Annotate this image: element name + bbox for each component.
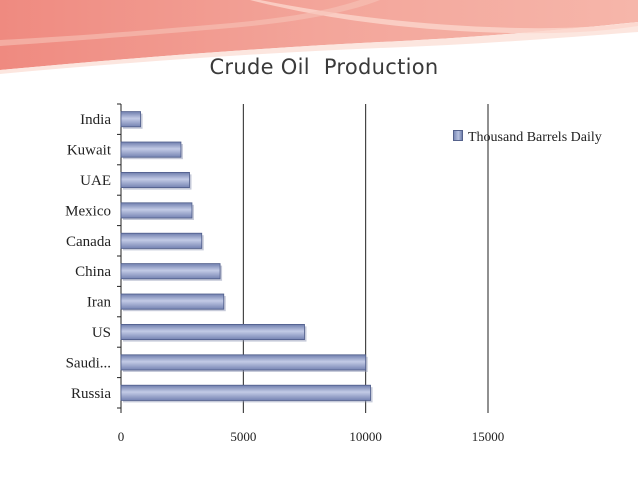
bar bbox=[120, 263, 221, 280]
bar bbox=[120, 111, 141, 128]
category-label: Iran bbox=[87, 295, 112, 311]
category-label: India bbox=[80, 112, 111, 128]
category-label: Kuwait bbox=[67, 143, 112, 159]
legend-label: Thousand Barrels Daily bbox=[468, 130, 602, 145]
bar bbox=[120, 202, 193, 219]
x-tick-label: 15000 bbox=[472, 429, 505, 444]
x-tick-label: 10000 bbox=[349, 429, 382, 444]
bar bbox=[120, 141, 182, 158]
bar bbox=[120, 232, 203, 249]
bar bbox=[120, 293, 225, 310]
header-banner bbox=[0, 0, 638, 74]
category-label: Russia bbox=[71, 386, 111, 402]
x-tick-label: 0 bbox=[118, 429, 125, 444]
category-label: Canada bbox=[66, 234, 111, 250]
legend-swatch bbox=[453, 130, 463, 141]
bar bbox=[120, 384, 371, 401]
legend: Thousand Barrels Daily bbox=[453, 130, 602, 146]
x-tick-label: 5000 bbox=[230, 429, 256, 444]
category-label: US bbox=[92, 325, 111, 341]
category-label: UAE bbox=[80, 173, 111, 189]
category-label: China bbox=[75, 264, 111, 280]
category-label: Mexico bbox=[65, 203, 111, 219]
bar bbox=[120, 171, 190, 188]
category-labels: India Kuwait UAE Mexico Canada China Iran US Sau… bbox=[65, 112, 112, 402]
bar bbox=[120, 323, 305, 340]
category-label: Saudi... bbox=[66, 355, 111, 371]
chart-title: Crude Oil Production bbox=[209, 55, 439, 79]
x-tick-labels: 0 5000 10000 15000 bbox=[118, 429, 505, 444]
bars bbox=[120, 111, 373, 403]
bar bbox=[120, 354, 367, 371]
